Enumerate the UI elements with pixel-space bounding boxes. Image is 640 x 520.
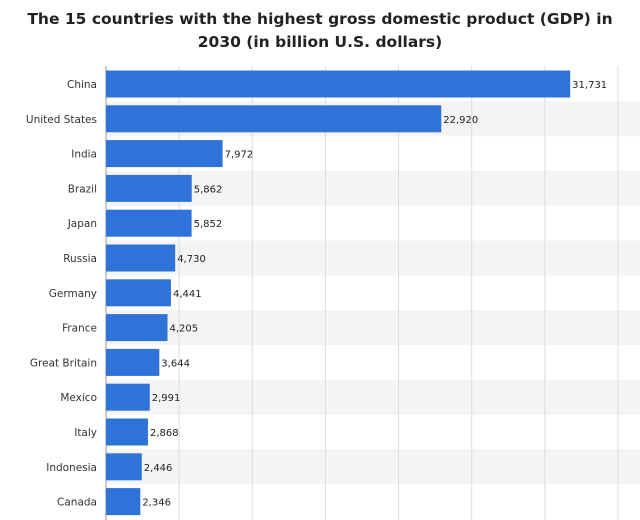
category-label: Canada [57, 497, 97, 509]
bar [106, 348, 160, 376]
data-label: 2,991 [152, 393, 181, 404]
bar [106, 383, 150, 411]
data-label: 2,446 [144, 463, 173, 474]
bar [106, 140, 223, 168]
bar [106, 418, 148, 446]
category-label: China [67, 79, 97, 91]
data-label: 7,972 [225, 150, 254, 161]
category-label: Great Britain [30, 357, 97, 369]
data-label: 3,644 [161, 358, 190, 369]
category-label: Russia [63, 253, 97, 265]
category-label: India [71, 149, 97, 161]
category-label: France [62, 323, 97, 335]
chart-title-line-1: The 15 countries with the highest gross … [27, 10, 613, 28]
row-stripe [106, 171, 640, 206]
chart-title: The 15 countries with the highest gross … [0, 8, 640, 54]
bar [106, 209, 192, 237]
bar [106, 70, 571, 98]
data-label: 5,852 [194, 219, 223, 230]
row-stripe [106, 310, 640, 345]
category-label: Indonesia [46, 462, 97, 474]
bar [106, 488, 141, 516]
bar [106, 279, 171, 307]
data-label: 2,346 [142, 498, 171, 509]
bar [106, 174, 192, 202]
data-label: 4,205 [170, 324, 199, 335]
category-label: United States [26, 114, 97, 126]
data-label: 4,441 [173, 289, 202, 300]
category-label: Brazil [68, 183, 97, 195]
bar [106, 453, 142, 481]
category-label: Japan [67, 218, 97, 230]
row-stripe [106, 449, 640, 485]
category-label: Italy [74, 427, 97, 439]
data-label: 2,868 [150, 428, 179, 439]
row-stripe [106, 240, 640, 276]
data-label: 31,731 [572, 80, 607, 91]
category-label: Mexico [60, 392, 97, 404]
bar [106, 314, 168, 342]
data-label: 4,730 [177, 254, 206, 265]
category-label: Germany [49, 288, 97, 300]
chart-title-line-2: 2030 (in billion U.S. dollars) [197, 33, 443, 51]
bar [106, 105, 442, 133]
row-stripe [106, 379, 640, 415]
data-label: 22,920 [443, 115, 478, 126]
data-label: 5,862 [194, 184, 223, 195]
bar [106, 244, 176, 272]
